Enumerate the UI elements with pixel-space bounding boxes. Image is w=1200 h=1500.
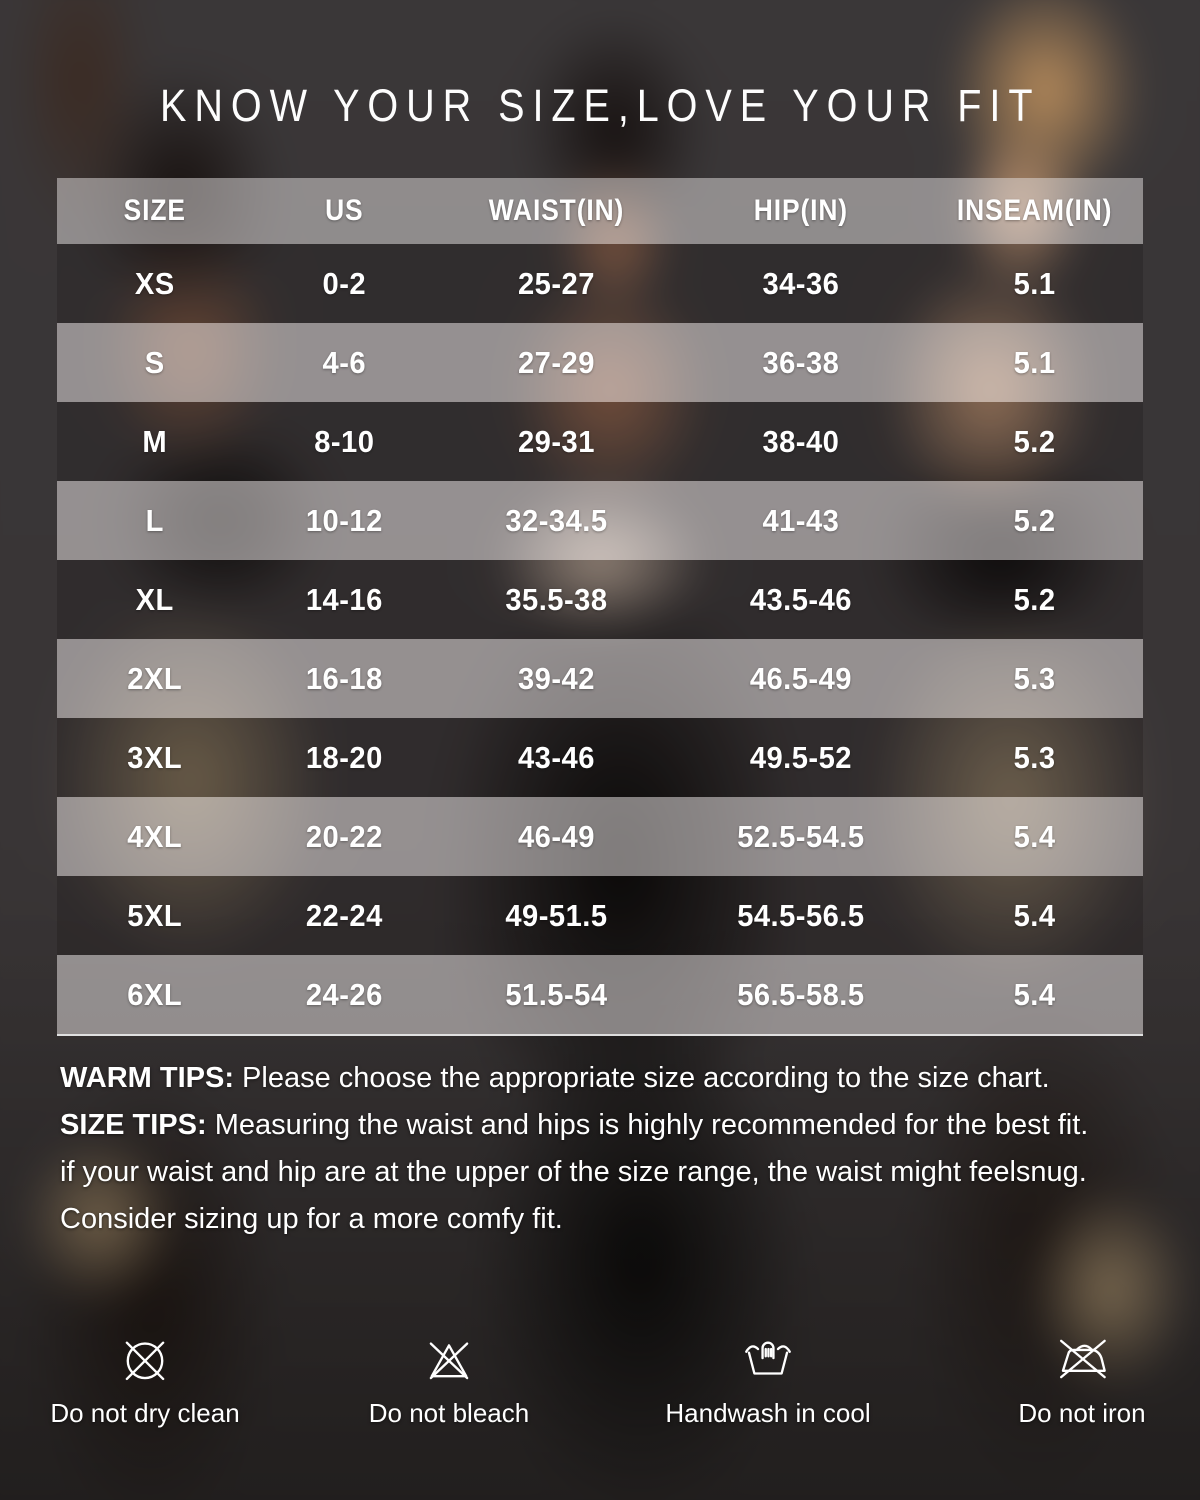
- table-cell: 16-18: [306, 660, 384, 696]
- size-table-body: XS 0-2 25-27 34-36 5.1 S 4-6 27-29 36-38 5.1 M 8-10…: [57, 244, 1143, 1034]
- care-item-do-not-dry-clean: Do not dry clean: [0, 1330, 295, 1429]
- table-cell: 22-24: [306, 897, 384, 933]
- table-cell: 0-2: [322, 265, 367, 301]
- table-cell: 5.4: [1013, 976, 1056, 1012]
- table-cell: 5XL: [127, 897, 183, 933]
- table-cell: 5.4: [1013, 818, 1056, 854]
- table-cell: 35.5-38: [505, 581, 608, 617]
- table-cell: L: [145, 502, 164, 538]
- table-row: L 10-12 32-34.5 41-43 5.2: [57, 481, 1143, 560]
- table-row: 4XL 20-22 46-49 52.5-54.5 5.4: [57, 797, 1143, 876]
- table-cell: 4-6: [322, 344, 367, 380]
- care-item-do-not-iron: Do not iron: [932, 1330, 1200, 1429]
- table-cell: 29-31: [518, 423, 595, 459]
- table-cell: M: [142, 423, 168, 459]
- table-cell: 5.1: [1013, 265, 1056, 301]
- warm-tips-text: Please choose the appropriate size accor…: [234, 1062, 1050, 1094]
- handwash-icon: [618, 1330, 918, 1388]
- table-cell: XS: [134, 265, 175, 301]
- table-cell: 56.5-58.5: [737, 976, 865, 1012]
- page-title: KNOW YOUR SIZE,LOVE YOUR FIT: [0, 80, 1200, 132]
- table-cell: 25-27: [518, 265, 595, 301]
- table-cell: 2XL: [127, 660, 183, 696]
- table-cell: 38-40: [762, 423, 840, 459]
- tips-line-4: Consider sizing up for a more comfy fit.: [60, 1203, 563, 1235]
- table-cell: 46.5-49: [749, 660, 852, 696]
- page-title-text: KNOW YOUR SIZE,LOVE YOUR FIT: [159, 80, 1041, 131]
- table-row: XL 14-16 35.5-38 43.5-46 5.2: [57, 560, 1143, 639]
- size-table: SIZE US WAIST(IN) HIP(IN) INSEAM(IN) XS 0…: [57, 178, 1143, 1036]
- table-cell: 39-42: [518, 660, 595, 696]
- table-cell: 14-16: [306, 581, 384, 617]
- tips-line-3: if your waist and hip are at the upper o…: [60, 1156, 1087, 1188]
- table-cell: 5.3: [1013, 660, 1056, 696]
- table-cell: 34-36: [762, 265, 840, 301]
- table-cell: 54.5-56.5: [737, 897, 865, 933]
- size-tips-text: Measuring the waist and hips is highly r…: [206, 1109, 1089, 1141]
- table-cell: 5.4: [1013, 897, 1056, 933]
- table-row: 2XL 16-18 39-42 46.5-49 5.3: [57, 639, 1143, 718]
- table-row: XS 0-2 25-27 34-36 5.1: [57, 244, 1143, 323]
- warm-tips-label: WARM TIPS:: [60, 1062, 234, 1094]
- table-cell: S: [144, 344, 165, 380]
- table-cell: 24-26: [306, 976, 384, 1012]
- warm-tips-line: WARM TIPS: Please choose the appropriate…: [60, 1055, 1145, 1102]
- table-cell: 46-49: [518, 818, 595, 854]
- care-item-handwash: Handwash in cool: [618, 1330, 918, 1429]
- table-row: 5XL 22-24 49-51.5 54.5-56.5 5.4: [57, 876, 1143, 955]
- care-item-do-not-bleach: Do not bleach: [299, 1330, 599, 1429]
- table-cell: 3XL: [127, 739, 183, 775]
- care-label: Do not bleach: [368, 1398, 530, 1428]
- table-cell: 5.2: [1013, 423, 1056, 459]
- care-label: Handwash in cool: [665, 1398, 871, 1428]
- table-cell: 8-10: [314, 423, 375, 459]
- column-header-size: SIZE: [123, 194, 186, 227]
- table-cell: 5.2: [1013, 581, 1056, 617]
- do-not-bleach-icon: [299, 1330, 599, 1388]
- tips-block: WARM TIPS: Please choose the appropriate…: [60, 1055, 1145, 1243]
- table-cell: 5.1: [1013, 344, 1056, 380]
- table-cell: 18-20: [306, 739, 384, 775]
- table-cell: 41-43: [762, 502, 840, 538]
- table-row: 6XL 24-26 51.5-54 56.5-58.5 5.4: [57, 955, 1143, 1034]
- column-header-waist: WAIST(IN): [488, 194, 625, 227]
- table-cell: 6XL: [127, 976, 183, 1012]
- column-header-us: US: [325, 194, 364, 227]
- table-cell: 43.5-46: [749, 581, 852, 617]
- table-cell: 49.5-52: [749, 739, 852, 775]
- care-label: Do not iron: [1018, 1398, 1146, 1428]
- column-header-hip: HIP(IN): [753, 194, 848, 227]
- table-row: M 8-10 29-31 38-40 5.2: [57, 402, 1143, 481]
- table-cell: XL: [135, 581, 174, 617]
- size-tips-label: SIZE TIPS:: [60, 1109, 207, 1141]
- table-header-row: SIZE US WAIST(IN) HIP(IN) INSEAM(IN): [57, 178, 1143, 244]
- table-cell: 27-29: [518, 344, 595, 380]
- column-header-inseam: INSEAM(IN): [956, 194, 1113, 227]
- table-cell: 43-46: [518, 739, 595, 775]
- care-label: Do not dry clean: [50, 1398, 240, 1428]
- table-row: S 4-6 27-29 36-38 5.1: [57, 323, 1143, 402]
- table-cell: 51.5-54: [505, 976, 608, 1012]
- size-tips-line: SIZE TIPS: Measuring the waist and hips …: [60, 1102, 1145, 1149]
- table-cell: 4XL: [127, 818, 183, 854]
- table-row: 3XL 18-20 43-46 49.5-52 5.3: [57, 718, 1143, 797]
- table-cell: 49-51.5: [505, 897, 608, 933]
- table-cell: 52.5-54.5: [737, 818, 865, 854]
- table-cell: 32-34.5: [505, 502, 608, 538]
- do-not-dry-clean-icon: [0, 1330, 295, 1388]
- table-cell: 10-12: [306, 502, 384, 538]
- table-cell: 5.2: [1013, 502, 1056, 538]
- table-cell: 5.3: [1013, 739, 1056, 775]
- do-not-iron-icon: [932, 1330, 1200, 1388]
- table-cell: 20-22: [306, 818, 384, 854]
- table-cell: 36-38: [762, 344, 840, 380]
